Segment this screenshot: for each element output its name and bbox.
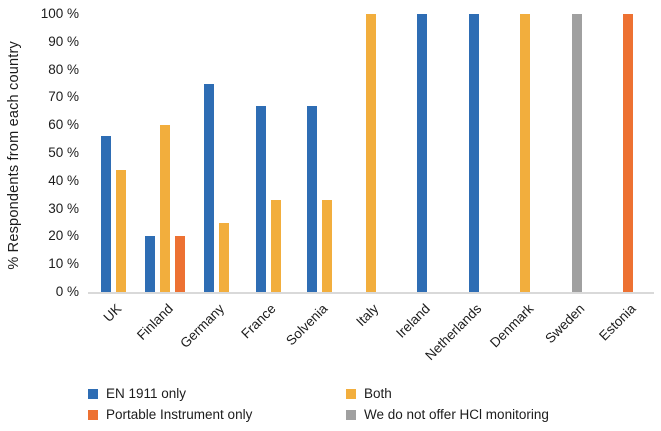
x-category-label: Italy [353,301,382,330]
bar-group-solvenia: Solvenia [283,14,345,348]
x-category-label: Estonia [596,301,639,344]
bar-group-germany: Germany [177,14,242,351]
x-category-label: Germany [177,301,228,351]
bar-group-ireland: Ireland [393,14,448,341]
bar [417,14,428,292]
x-category-label: Ireland [393,301,434,341]
y-tick-label: 90 % [48,33,79,49]
legend-swatch-orange [88,409,98,420]
x-category-label: France [238,301,279,342]
bar [270,200,281,292]
x-category-label: Sweden [542,301,588,347]
bar [322,200,333,292]
legend-item: Portable Instrument only [88,407,346,422]
y-tick-label: 70 % [48,89,79,105]
legend-swatch-gold [346,388,356,399]
legend-item: We do not offer HCl monitoring [346,407,549,422]
bar [468,14,479,292]
y-tick-label: 80 % [48,61,79,77]
bar [175,236,186,292]
legend-label: Both [364,386,392,401]
bar-group-finland: Finland [134,14,190,343]
bar [255,105,266,292]
bar [101,136,112,292]
y-axis-tick-labels: 0 % 10 % 20 % 30 % 40 % 50 % 60 % 70 % 80 % 90 % 1… [0,6,79,299]
bar-group-uk: UK [88,14,139,325]
bar [145,236,156,292]
bar-group-france: France [238,14,293,341]
chart-legend: EN 1911 only Both Portable Instrument on… [88,386,549,422]
bar [520,14,531,292]
y-tick-label: 0 % [55,284,79,299]
bar [204,83,215,292]
y-tick-label: 30 % [48,200,79,216]
x-category-label: UK [100,301,125,325]
y-tick-label: 40 % [48,172,79,188]
plot-area: UK Finland Germany France Solvenia Italy Irela… [88,14,654,363]
bar-group-denmark: Denmark [487,14,551,350]
y-tick-label: 20 % [48,228,79,244]
legend-swatch-gray [346,409,356,420]
y-tick-label: 50 % [48,145,79,160]
bar [219,222,230,292]
bar [116,169,127,292]
x-category-label: Solvenia [282,301,331,349]
x-category-label: Finland [133,301,176,343]
x-category-label: Denmark [486,301,536,351]
bar [160,125,171,292]
y-tick-label: 10 % [48,256,79,272]
bar-group-italy: Italy [345,14,396,329]
bar-group-netherlands: Netherlands [422,14,499,363]
legend-item: Both [346,386,549,401]
bar [307,105,318,292]
legend-swatch-blue [88,388,98,399]
bar-group-sweden: Sweden [542,14,602,346]
bar [571,14,582,292]
y-tick-label: 100 % [40,6,79,21]
bar [365,14,376,292]
bar-group-estonia: Estonia [596,14,654,343]
legend-item: EN 1911 only [88,386,346,401]
legend-label: We do not offer HCl monitoring [364,407,549,422]
legend-label: EN 1911 only [106,386,187,401]
bar [623,14,634,292]
y-tick-label: 60 % [48,117,79,133]
legend-label: Portable Instrument only [106,407,253,422]
